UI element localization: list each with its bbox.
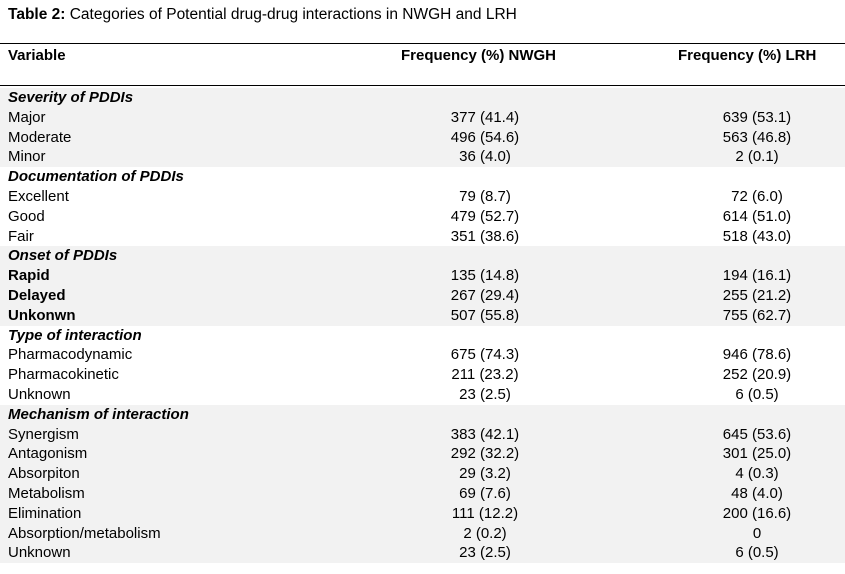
row-label: Elimination [8,504,82,522]
cell-nwgh: 79 (8.7) [459,187,511,205]
cell-nwgh: 111 (12.2) [451,504,519,522]
top-rule [0,43,845,44]
cell-lrh: 252 (20.9) [722,366,792,384]
row-label: Unknown [8,544,71,562]
cell-lrh: 48 (4.0) [731,484,783,502]
section-heading: Type of interaction [8,326,142,344]
cell-lrh: 194 (16.1) [722,267,792,285]
section-row: Mechanism of interaction [0,404,845,425]
cell-nwgh: 23 (2.5) [459,544,511,562]
row-label: Fair [8,227,34,245]
table-row: Rapid 135 (14.8) 194 (16.1) [0,266,845,286]
section-row: Severity of PDDIs [0,88,845,108]
row-label: Unknown [8,385,71,403]
row-label: Metabolism [8,484,85,502]
table-row: Unknown 23 (2.5) 6 (0.5) [0,543,845,564]
cell-lrh: 518 (43.0) [722,227,792,245]
table-row: Unkonwn 507 (55.8) 755 (62.7) [0,305,845,326]
row-label: Major [8,108,46,126]
cell-lrh: 946 (78.6) [722,346,792,364]
table-row: Good 479 (52.7) 614 (51.0) [0,207,845,227]
cell-nwgh: 675 (74.3) [450,346,520,364]
cell-nwgh: 69 (7.6) [459,484,511,502]
section-heading: Onset of PDDIs [8,247,118,265]
section-heading: Mechanism of interaction [8,405,189,423]
row-label: Minor [8,148,46,166]
row-label: Pharmacokinetic [8,366,119,384]
table-number: Table 2: [8,6,66,23]
table-title: Categories of Potential drug-drug intera… [65,6,517,23]
header-rule [0,85,845,86]
cell-nwgh: 351 (38.6) [450,227,520,245]
section-row: Type of interaction [0,326,845,346]
cell-nwgh: 2 (0.2) [463,524,507,542]
table-row: Excellent 79 (8.7) 72 (6.0) [0,187,845,207]
cell-nwgh: 267 (29.4) [450,286,520,304]
cell-lrh: 255 (21.2) [722,286,792,304]
row-label: Synergism [8,425,79,443]
cell-nwgh: 211 (23.2) [451,366,519,384]
row-label: Excellent [8,187,69,205]
row-label: Absorption/metabolism [8,524,161,542]
cell-nwgh: 292 (32.2) [450,445,520,463]
table-row: Absorption/metabolism 2 (0.2) 0 [0,523,845,544]
row-label: Delayed [8,286,66,304]
section-heading: Documentation of PDDIs [8,168,184,186]
row-label: Antagonism [8,445,88,463]
cell-nwgh: 383 (42.1) [450,425,520,443]
header-variable: Variable [8,47,66,64]
cell-lrh: 563 (46.8) [722,128,792,146]
cell-nwgh: 507 (55.8) [450,306,520,324]
row-label: Absorpiton [8,465,80,483]
section-row: Documentation of PDDIs [0,167,845,187]
table-row: Metabolism 69 (7.6) 48 (4.0) [0,483,845,504]
cell-lrh: 2 (0.1) [735,148,779,166]
header-lrh: Frequency (%) LRH [678,47,817,64]
cell-nwgh: 496 (54.6) [450,128,520,146]
cell-lrh: 4 (0.3) [735,465,779,483]
table-header: Variable Frequency (%) NWGH Frequency (%… [0,44,845,85]
cell-lrh: 645 (53.6) [722,425,792,443]
cell-lrh: 6 (0.5) [735,544,779,562]
section-row: Onset of PDDIs [0,246,845,267]
table-row: Pharmacokinetic 211 (23.2) 252 (20.9) [0,365,845,385]
cell-nwgh: 377 (41.4) [450,108,520,126]
cell-nwgh: 135 (14.8) [450,267,520,285]
table-row: Fair 351 (38.6) 518 (43.0) [0,227,845,247]
table-row: Major 377 (41.4) 639 (53.1) [0,107,845,128]
section-heading: Severity of PDDIs [8,89,134,106]
cell-nwgh: 479 (52.7) [450,207,520,225]
table-row: Pharmacodynamic 675 (74.3) 946 (78.6) [0,345,845,365]
table-body: Severity of PDDIs Major 377 (41.4) 639 (53.… [0,88,845,564]
cell-nwgh: 36 (4.0) [459,148,511,166]
cell-lrh: 301 (25.0) [722,445,792,463]
cell-lrh: 6 (0.5) [735,385,779,403]
row-label: Pharmacodynamic [8,346,133,364]
cell-lrh: 72 (6.0) [731,187,783,205]
table-row: Synergism 383 (42.1) 645 (53.6) [0,424,845,445]
table-row: Moderate 496 (54.6) 563 (46.8) [0,127,845,148]
cell-nwgh: 29 (3.2) [459,465,511,483]
cell-lrh: 200 (16.6) [722,504,792,522]
table-row: Delayed 267 (29.4) 255 (21.2) [0,285,845,306]
header-nwgh: Frequency (%) NWGH [401,47,557,64]
cell-nwgh: 23 (2.5) [459,385,511,403]
table-row: Elimination 111 (12.2) 200 (16.6) [0,503,845,524]
cell-lrh: 0 [752,524,762,542]
row-label: Moderate [8,128,72,146]
table-row: Absorpiton 29 (3.2) 4 (0.3) [0,464,845,484]
row-label: Rapid [8,267,50,285]
table-row: Unknown 23 (2.5) 6 (0.5) [0,385,845,405]
cell-lrh: 614 (51.0) [722,207,792,225]
table-caption: Table 2: Categories of Potential drug-dr… [8,5,517,25]
cell-lrh: 639 (53.1) [722,108,792,126]
table-row: Antagonism 292 (32.2) 301 (25.0) [0,444,845,465]
cell-lrh: 755 (62.7) [722,306,792,324]
row-label: Unkonwn [8,306,76,324]
row-label: Good [8,207,45,225]
table-row: Minor 36 (4.0) 2 (0.1) [0,147,845,168]
